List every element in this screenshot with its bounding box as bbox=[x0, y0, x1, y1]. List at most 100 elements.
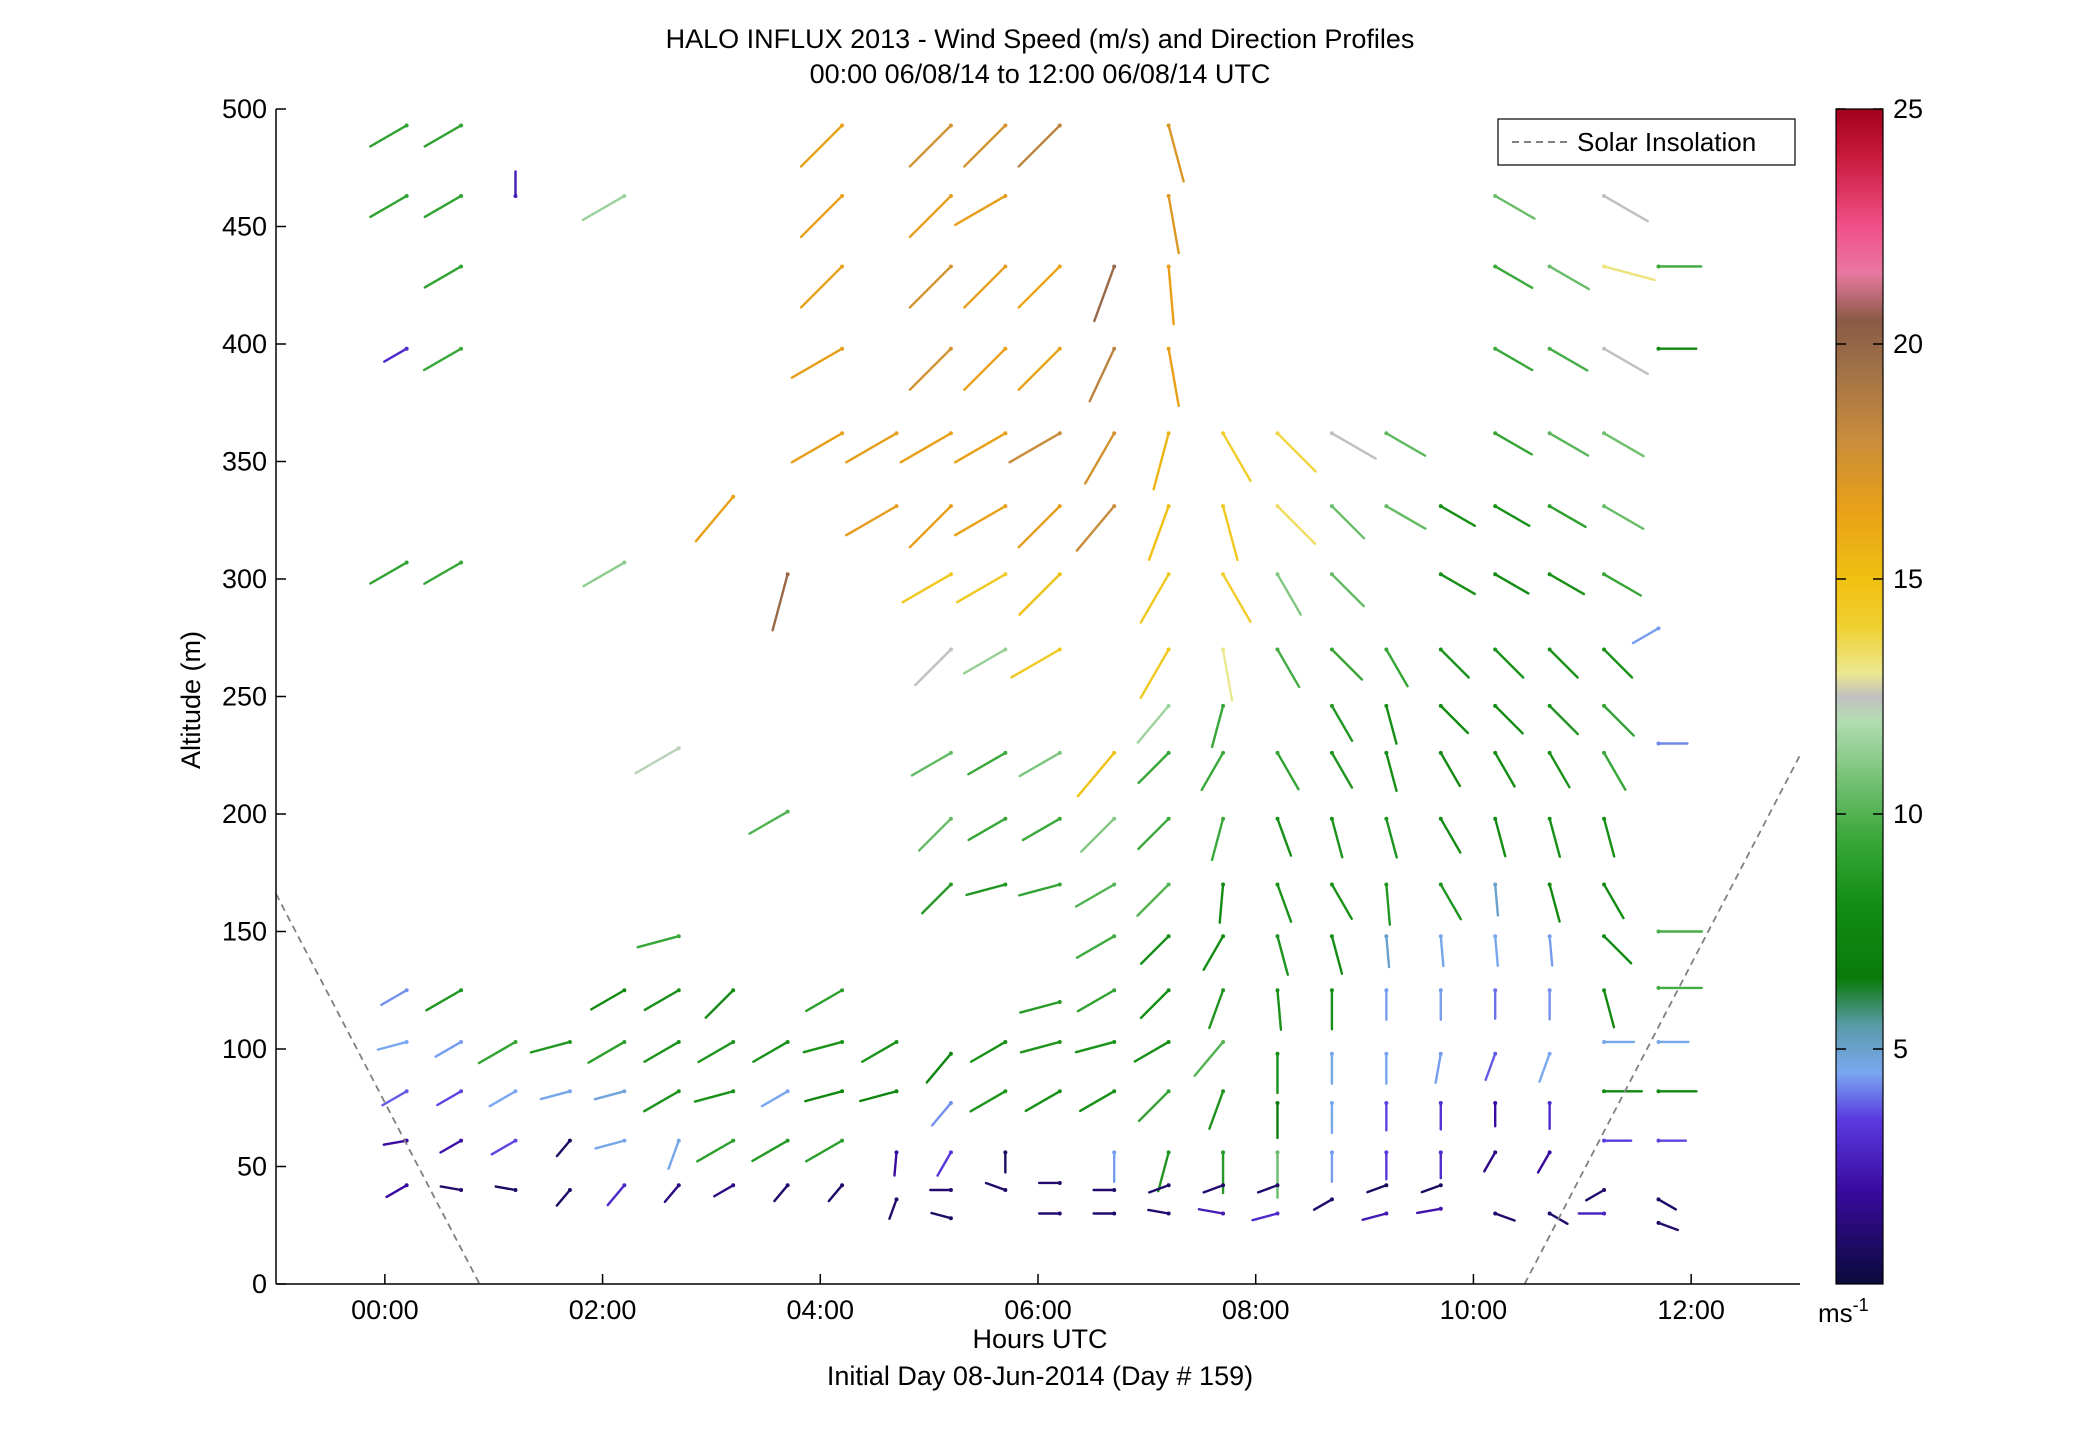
wind-vector-point bbox=[1112, 750, 1117, 755]
wind-vector-point bbox=[404, 193, 409, 198]
wind-vector-point bbox=[1003, 647, 1008, 652]
wind-vector bbox=[555, 1139, 572, 1158]
wind-vector-point bbox=[459, 560, 464, 565]
wind-vector bbox=[1493, 347, 1534, 372]
wind-vector-point bbox=[894, 1039, 899, 1044]
wind-vector-point bbox=[1275, 1150, 1280, 1155]
wind-vector-point bbox=[1003, 572, 1008, 577]
wind-vector-point bbox=[1057, 647, 1062, 652]
wind-vector bbox=[1276, 504, 1317, 545]
plot-area bbox=[276, 109, 1800, 1284]
wind-vector-point bbox=[1112, 988, 1117, 993]
wind-vector bbox=[799, 265, 844, 309]
x-tick-label: 08:00 bbox=[1222, 1295, 1290, 1325]
wind-vector-point bbox=[1384, 1211, 1389, 1216]
wind-vector-point bbox=[1166, 572, 1171, 577]
wind-vector bbox=[581, 194, 626, 222]
y-axis-label: Altitude (m) bbox=[176, 631, 206, 769]
wind-vector bbox=[1017, 504, 1061, 549]
wind-vector bbox=[1493, 1212, 1516, 1222]
wind-vector-point bbox=[1057, 882, 1062, 887]
wind-vector bbox=[1018, 883, 1061, 897]
wind-vector-point bbox=[1003, 431, 1008, 436]
wind-vector-point bbox=[513, 1089, 518, 1094]
wind-vector bbox=[1548, 935, 1554, 967]
wind-vector-point bbox=[1602, 346, 1607, 351]
wind-vector bbox=[1602, 194, 1649, 223]
wind-vector bbox=[790, 347, 844, 379]
wind-vector-point bbox=[1602, 572, 1607, 577]
wind-vector bbox=[969, 1040, 1007, 1063]
wind-vector bbox=[383, 347, 408, 363]
wind-vector bbox=[1585, 1188, 1606, 1202]
wind-vector-point bbox=[1602, 934, 1607, 939]
wind-vector-point bbox=[1493, 934, 1498, 939]
wind-vector-point bbox=[1221, 816, 1226, 821]
wind-vector bbox=[1202, 935, 1225, 972]
solar-insolation-layer bbox=[275, 754, 1801, 1285]
wind-vector-point bbox=[1329, 934, 1334, 939]
wind-vector bbox=[1493, 817, 1507, 858]
wind-vector bbox=[901, 573, 953, 604]
wind-vector bbox=[1152, 432, 1170, 491]
wind-vector-point bbox=[1003, 123, 1008, 128]
wind-vector-point bbox=[785, 1089, 790, 1094]
wind-vector bbox=[643, 989, 680, 1012]
wind-vector-point bbox=[1275, 572, 1280, 577]
x-tick-label: 02:00 bbox=[569, 1295, 637, 1325]
wind-vector bbox=[760, 1090, 789, 1108]
wind-vector bbox=[899, 432, 953, 464]
colorbar-frame bbox=[1835, 108, 1884, 1285]
wind-vector-point bbox=[1221, 504, 1226, 509]
y-tick-label: 250 bbox=[222, 682, 267, 712]
colorbar-gradient bbox=[1836, 109, 1883, 1284]
wind-vector bbox=[382, 1139, 408, 1146]
wind-vector-point bbox=[948, 193, 953, 198]
wind-vector-point bbox=[1329, 816, 1334, 821]
wind-vector-point bbox=[1221, 647, 1226, 652]
wind-vector bbox=[1167, 194, 1180, 255]
wind-vector-point bbox=[1384, 750, 1389, 755]
wind-vector-point bbox=[1057, 1211, 1062, 1216]
wind-vector-point bbox=[1112, 882, 1117, 887]
wind-vector-point bbox=[1438, 703, 1443, 708]
wind-vector bbox=[1139, 989, 1170, 1020]
wind-vector bbox=[693, 1090, 735, 1103]
wind-vector-point bbox=[1602, 1211, 1607, 1216]
wind-vector bbox=[752, 1040, 789, 1063]
wind-vector-point bbox=[731, 1138, 736, 1143]
wind-vector bbox=[423, 265, 463, 289]
wind-vector bbox=[582, 561, 626, 588]
wind-vector-point bbox=[894, 1197, 899, 1202]
wind-vector-point bbox=[1057, 1000, 1062, 1004]
wind-vector bbox=[1602, 989, 1616, 1029]
wind-vector bbox=[1536, 1151, 1551, 1174]
wind-vector-point bbox=[1221, 750, 1226, 755]
wind-vector-point bbox=[1003, 750, 1008, 755]
wind-vector bbox=[434, 1040, 463, 1058]
wind-vector bbox=[799, 124, 844, 168]
wind-vector-point bbox=[1221, 1150, 1226, 1155]
wind-vector-point bbox=[785, 1138, 790, 1143]
wind-vector-point bbox=[1329, 1101, 1334, 1106]
wind-vector bbox=[1137, 751, 1170, 785]
wind-vector-point bbox=[1493, 750, 1498, 755]
wind-vector-point bbox=[622, 1089, 627, 1094]
wind-vector bbox=[1167, 265, 1175, 326]
wind-vector bbox=[1385, 504, 1427, 530]
wind-vector-point bbox=[1275, 1051, 1280, 1056]
wind-vector-point bbox=[1493, 346, 1498, 351]
solar-insolation-line bbox=[1523, 754, 1801, 1285]
wind-vector bbox=[1420, 1184, 1442, 1194]
wind-vector-point bbox=[622, 1039, 627, 1044]
wind-vector bbox=[1439, 935, 1445, 968]
wind-vector bbox=[1602, 817, 1616, 858]
wind-vector-point bbox=[1275, 988, 1280, 993]
wind-vector bbox=[1548, 704, 1579, 736]
wind-vector-layer bbox=[369, 123, 1704, 1232]
wind-vector-point bbox=[1221, 1089, 1226, 1094]
wind-vector bbox=[1197, 1208, 1225, 1215]
wind-vector bbox=[1548, 573, 1586, 596]
wind-vector-point bbox=[1547, 264, 1552, 269]
wind-vector-point bbox=[840, 431, 845, 436]
